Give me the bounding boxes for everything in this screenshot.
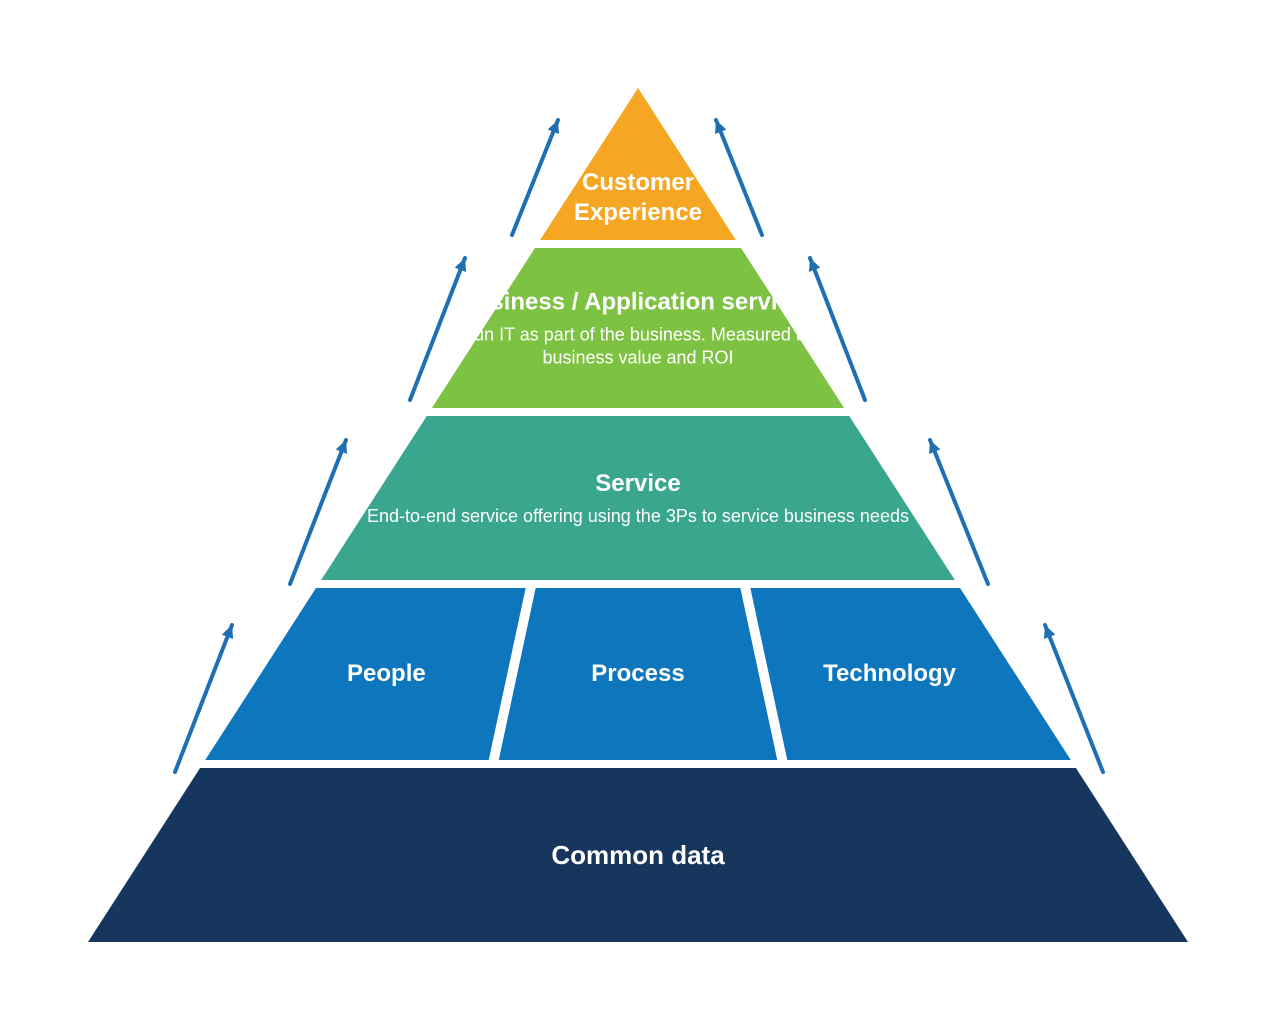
level-service-title: Service xyxy=(353,469,923,499)
level-common-data-label: Common data xyxy=(318,839,958,872)
level-customer-experience-label: CustomerExperience xyxy=(528,168,748,228)
level-service-subtitle: End-to-end service offering using the 3P… xyxy=(353,505,923,528)
segment-people-label: People xyxy=(286,659,486,689)
level-business-application-services-label: Business / Application services Run IT as… xyxy=(453,288,824,369)
level-business-application-services-title: Business / Application services xyxy=(453,288,824,318)
segment-process-label: Process xyxy=(538,659,738,689)
level-business-application-services-subtitle: Run IT as part of the business. Measured… xyxy=(453,324,824,369)
segment-technology-label: Technology xyxy=(780,659,1000,689)
level-service-label: Service End-to-end service offering using… xyxy=(353,469,923,528)
pyramid-diagram: CustomerExperience Business / Application… xyxy=(0,0,1276,1028)
level-common-data-title: Common data xyxy=(318,839,958,872)
level-customer-experience-title: CustomerExperience xyxy=(528,168,748,228)
